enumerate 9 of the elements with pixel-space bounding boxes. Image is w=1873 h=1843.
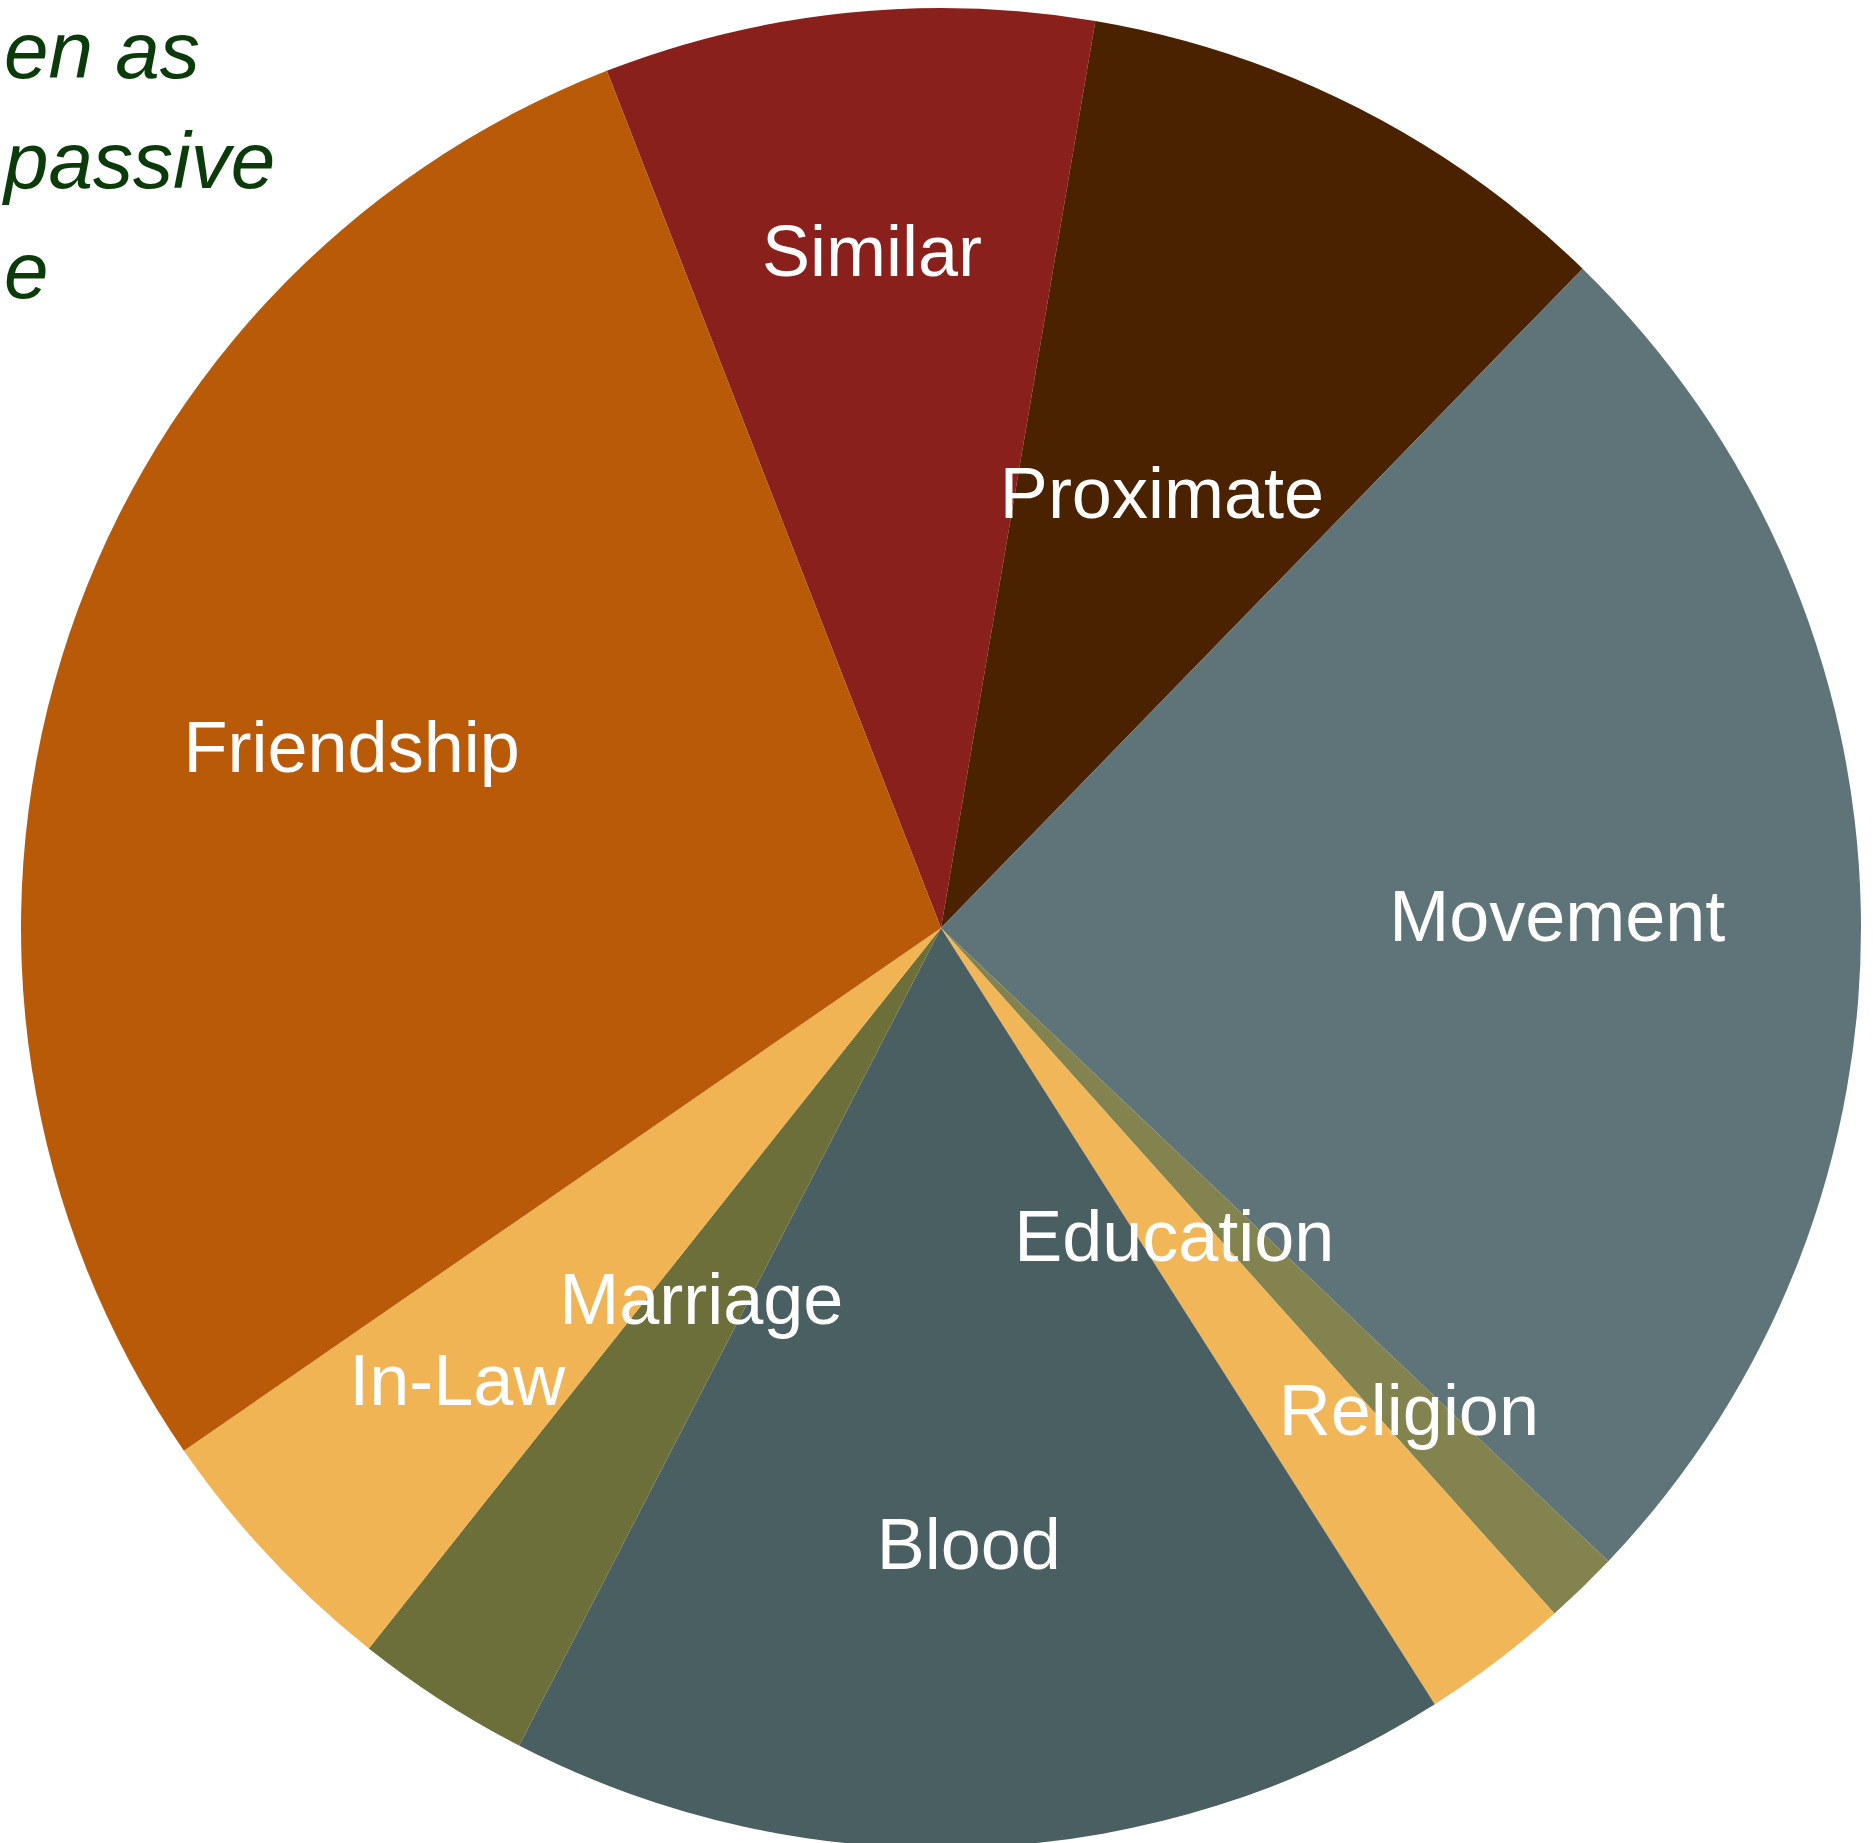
slice-label: Proximate	[999, 453, 1324, 534]
slice-label: Similar	[761, 210, 982, 291]
slice-label: Friendship	[183, 707, 520, 788]
text: e	[4, 225, 49, 315]
slice-label: In-Law	[349, 1340, 567, 1421]
slice-label: Movement	[1389, 875, 1726, 956]
slice-label: Blood	[876, 1503, 1061, 1584]
text: en as	[4, 5, 200, 95]
text: passive	[2, 115, 276, 205]
